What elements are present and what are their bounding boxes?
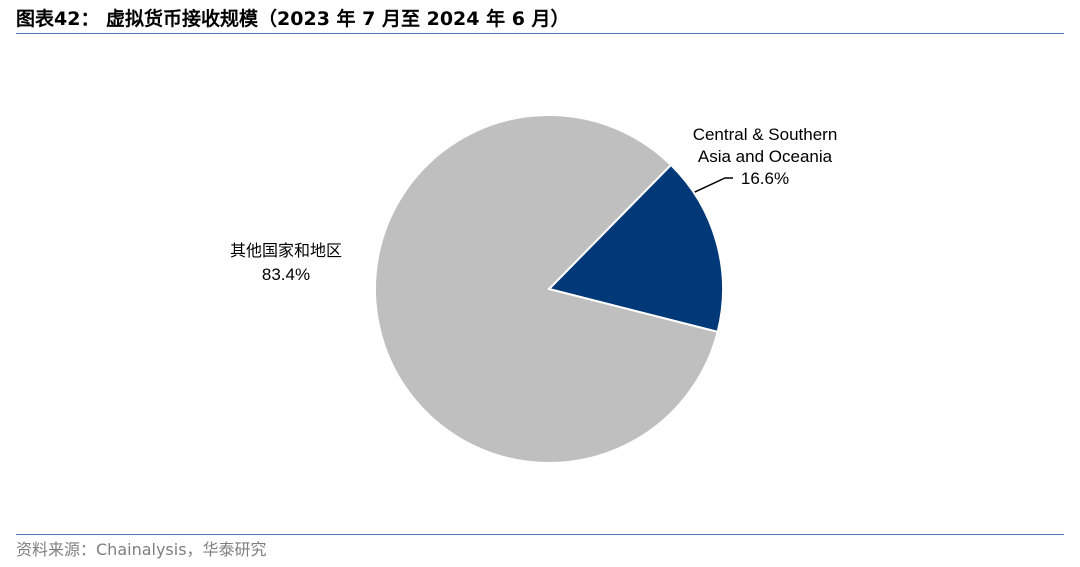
slice-value-label: 83.4% bbox=[262, 265, 310, 284]
footer-divider bbox=[16, 534, 1064, 535]
pie-slices bbox=[374, 114, 724, 464]
leader-line bbox=[694, 177, 733, 193]
slice-name-label: 其他国家和地区 bbox=[230, 241, 342, 260]
slice-label-central-southern-asia-oceania: Central & Southern Asia and Oceania 16.6% bbox=[693, 125, 838, 188]
slice-name-label: Central & Southern bbox=[693, 125, 838, 144]
source-note: 资料来源：Chainalysis，华泰研究 bbox=[16, 540, 267, 559]
pie-leader-lines bbox=[694, 177, 733, 193]
slice-name-label: Asia and Oceania bbox=[698, 147, 833, 166]
chart-title: 图表42： 虚拟货币接收规模（2023 年 7 月至 2024 年 6 月） bbox=[16, 8, 570, 30]
pie-slice-slice-2 bbox=[374, 114, 719, 464]
pie-slice-central-southern-asia-and-oceania bbox=[547, 163, 724, 334]
header-divider bbox=[16, 33, 1064, 34]
pie-labels: Central & Southern Asia and Oceania 16.6% 其… bbox=[230, 125, 837, 284]
slice-label-other-regions: 其他国家和地区 83.4% bbox=[230, 241, 342, 284]
slice-value-label: 16.6% bbox=[741, 169, 789, 188]
